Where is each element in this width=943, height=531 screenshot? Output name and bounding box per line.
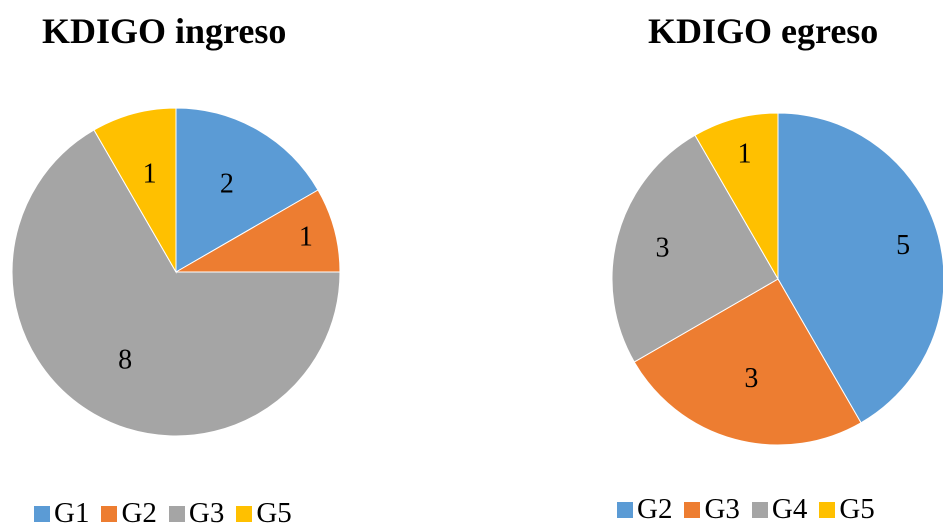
legend-item-egreso-g5: G5: [819, 493, 875, 526]
pie-slice-egreso-g4: [611, 134, 779, 363]
chart-title-ingreso: KDIGO ingreso: [42, 11, 287, 51]
legend-label: G4: [771, 493, 808, 525]
pie-slice-ingreso-g3: [11, 129, 341, 437]
legend-label: G2: [637, 493, 673, 525]
legend-swatch: [819, 501, 836, 518]
data-label-egreso-g5: 1: [737, 138, 751, 169]
legend-item-ingreso-g3: G3: [168, 497, 225, 530]
data-label-egreso-g4: 3: [656, 233, 670, 264]
legend-label: G5: [839, 493, 875, 525]
legend-item-ingreso-g1: G1: [34, 497, 89, 530]
legend-swatch: [236, 505, 253, 522]
legend-ingreso: G1 G2 G3 G5: [34, 497, 292, 530]
pie-slice-egreso-g5: [694, 112, 779, 281]
legend-item-egreso-g3: G3: [684, 493, 740, 526]
pie-slice-egreso-g3: [633, 278, 862, 446]
legend-item-ingreso-g5: G5: [236, 497, 292, 530]
legend-swatch: [617, 501, 633, 518]
data-label-ingreso-g3: 8: [118, 345, 132, 376]
data-label-egreso-g2: 5: [896, 230, 910, 261]
legend-swatch: [34, 505, 50, 522]
legend-swatch: [751, 501, 768, 518]
pie-slice-ingreso-g5: [93, 107, 177, 274]
legend-item-egreso-g4: G4: [751, 493, 808, 526]
data-label-ingreso-g2: 1: [299, 222, 313, 253]
pie-slice-egreso-g2: [777, 112, 943, 424]
legend-swatch: [684, 501, 701, 518]
legend-egreso: G2 G3 G4 G5: [617, 493, 875, 526]
legend-label: G3: [704, 493, 740, 525]
legend-label: G5: [256, 497, 292, 529]
legend-item-egreso-g2: G2: [617, 493, 672, 526]
legend-label: G3: [188, 497, 225, 529]
pie-slice-ingreso-g2: [174, 189, 341, 273]
chart-title-egreso: KDIGO egreso: [648, 11, 879, 51]
legend-swatch: [168, 505, 185, 522]
legend-label: G1: [54, 497, 90, 529]
pie-slice-ingreso-g1: [175, 107, 319, 273]
legend-label: G2: [121, 497, 157, 529]
legend-swatch: [101, 505, 118, 522]
data-label-egreso-g3: 3: [744, 363, 758, 394]
legend-item-ingreso-g2: G2: [101, 497, 157, 530]
data-label-ingreso-g1: 2: [220, 168, 234, 199]
data-label-ingreso-g5: 1: [143, 158, 157, 189]
